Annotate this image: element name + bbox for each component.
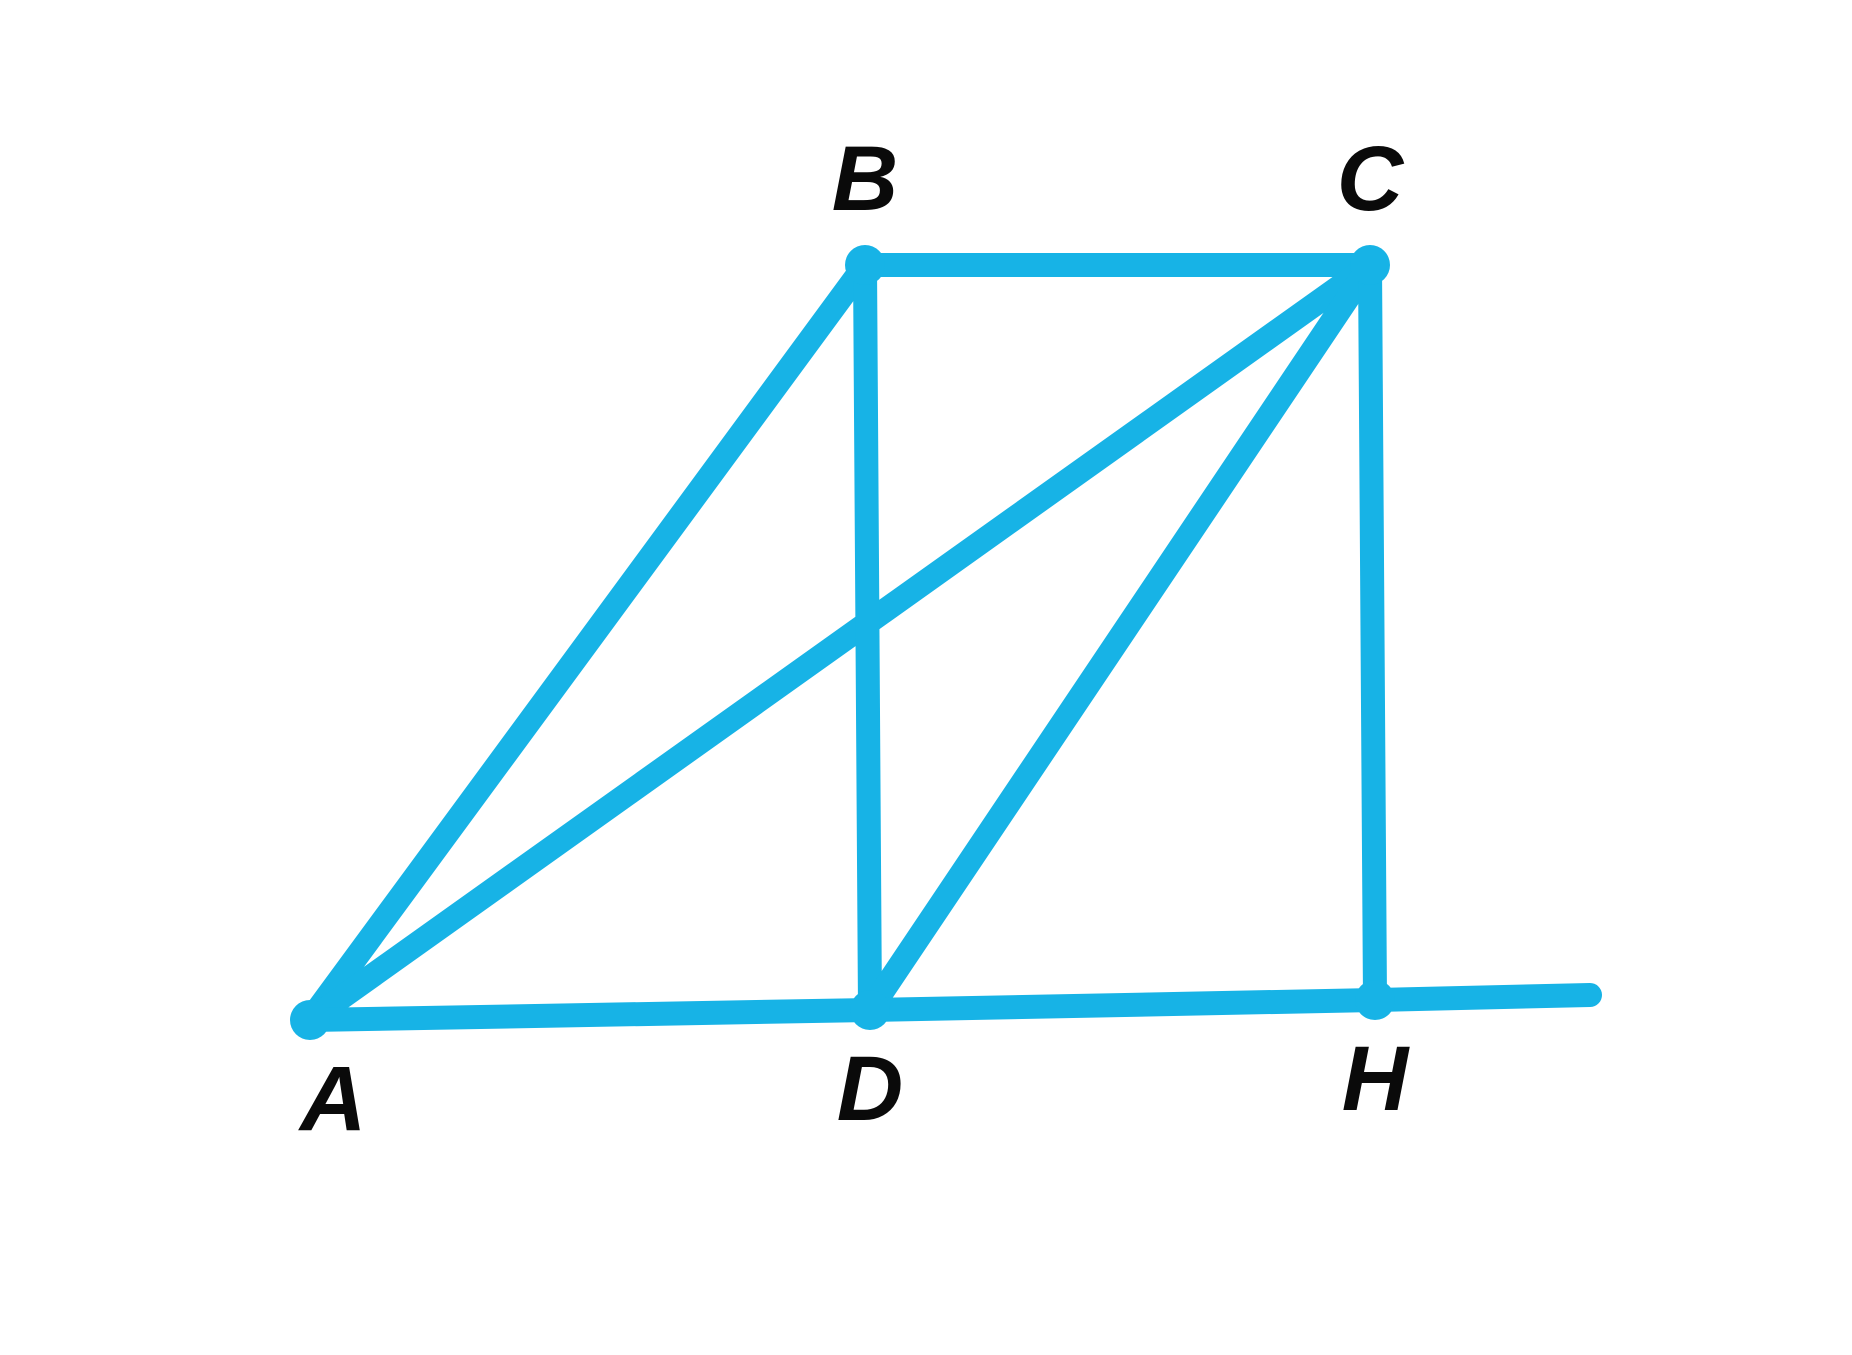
- diagram-background: [0, 0, 1852, 1355]
- edge-C-H: [1370, 265, 1375, 1000]
- node-C: [1350, 245, 1390, 285]
- label-C: C: [1337, 128, 1405, 230]
- geometry-diagram: A B C D H: [0, 0, 1852, 1355]
- node-B: [845, 245, 885, 285]
- segment-0: [870, 1000, 1375, 1010]
- node-D: [850, 990, 890, 1030]
- node-H: [1355, 980, 1395, 1020]
- edge-B-D: [865, 265, 870, 1010]
- label-A: A: [298, 1048, 366, 1150]
- label-D: D: [837, 1038, 903, 1140]
- label-B: B: [832, 128, 898, 230]
- label-H: H: [1342, 1028, 1411, 1130]
- segment-1: [1375, 995, 1590, 1000]
- edge-A-D: [310, 1010, 870, 1020]
- node-A: [290, 1000, 330, 1040]
